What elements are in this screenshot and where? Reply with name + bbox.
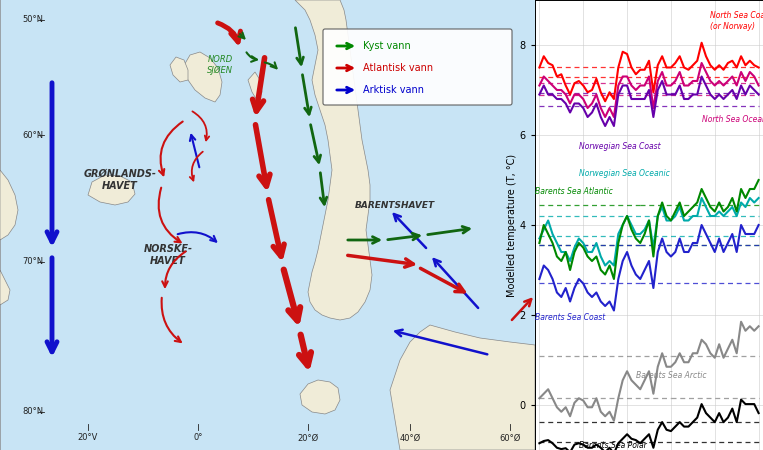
Text: Barents Sea Coast: Barents Sea Coast xyxy=(535,313,605,322)
Text: Barents Sea Polar: Barents Sea Polar xyxy=(579,441,646,450)
Text: 80°N: 80°N xyxy=(22,408,43,417)
Polygon shape xyxy=(390,325,535,450)
Text: Barents Sea Arctic: Barents Sea Arctic xyxy=(636,371,707,380)
Text: NORD
SJØEN: NORD SJØEN xyxy=(207,55,233,75)
Polygon shape xyxy=(248,72,262,102)
Text: 40°Ø: 40°Ø xyxy=(399,433,420,442)
Polygon shape xyxy=(183,52,222,102)
Text: 60°N: 60°N xyxy=(22,130,43,140)
Text: 20°V: 20°V xyxy=(78,433,98,442)
Text: North Sea Oceanic: North Sea Oceanic xyxy=(702,115,763,124)
Polygon shape xyxy=(0,0,18,450)
Text: Kyst vann: Kyst vann xyxy=(363,41,410,51)
Text: North Sea Coast
(or Norway): North Sea Coast (or Norway) xyxy=(710,11,763,31)
Polygon shape xyxy=(88,175,135,205)
Polygon shape xyxy=(448,350,470,382)
Y-axis label: Modelled temperature (T, °C): Modelled temperature (T, °C) xyxy=(507,153,517,297)
Text: Arktisk vann: Arktisk vann xyxy=(363,85,424,95)
Text: Norwegian Sea Coast: Norwegian Sea Coast xyxy=(579,142,661,151)
Text: 20°Ø: 20°Ø xyxy=(298,433,319,442)
Text: Norwegian Sea Oceanic: Norwegian Sea Oceanic xyxy=(579,169,670,178)
Text: 50°N: 50°N xyxy=(22,15,43,24)
Polygon shape xyxy=(295,0,372,320)
FancyBboxPatch shape xyxy=(323,29,512,105)
Text: 60°Ø: 60°Ø xyxy=(499,433,520,442)
Polygon shape xyxy=(300,380,340,414)
Text: GRØNLANDS-
HAVET: GRØNLANDS- HAVET xyxy=(84,169,156,191)
Text: BARENTSHAVET: BARENTSHAVET xyxy=(355,201,435,210)
Text: Atlantisk vann: Atlantisk vann xyxy=(363,63,433,73)
Text: 0°: 0° xyxy=(193,433,203,442)
Polygon shape xyxy=(170,57,188,82)
Text: NORSKE-
HAVET: NORSKE- HAVET xyxy=(143,244,192,266)
Text: 70°N: 70°N xyxy=(22,257,43,266)
Text: Barents Sea Atlantic: Barents Sea Atlantic xyxy=(535,187,613,196)
